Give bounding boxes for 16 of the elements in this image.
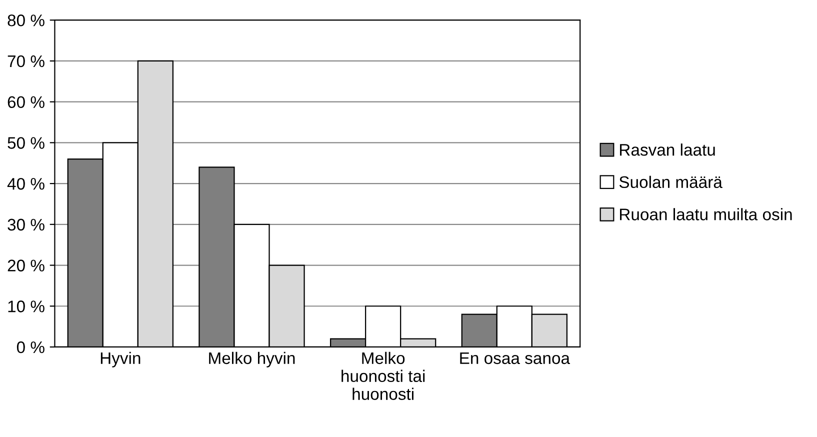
y-tick-label: 50 % <box>8 137 44 149</box>
x-tick-label: Hyvin <box>100 352 140 368</box>
y-tick-label: 30 % <box>8 218 44 231</box>
x-tick-label: Melko huonosti tai huonosti <box>342 352 425 400</box>
y-tick-label: 70 % <box>8 55 44 68</box>
legend-label: Ruoan laatu muilta osin <box>620 208 792 220</box>
y-tick-label: 60 % <box>8 96 44 108</box>
y-tick-label: 10 % <box>8 300 44 312</box>
y-tick-label: 20 % <box>8 260 44 272</box>
y-tick-label: 80 % <box>8 14 44 26</box>
y-tick-label: 40 % <box>7 178 44 190</box>
x-tick-label: En osaa sanoa <box>460 352 570 364</box>
legend-label: Rasvan laatu <box>620 144 715 156</box>
y-tick-label: 0 % <box>16 341 44 354</box>
x-tick-label: Melko hyvin <box>209 352 295 368</box>
legend-label: Suolan määrä <box>619 176 722 188</box>
